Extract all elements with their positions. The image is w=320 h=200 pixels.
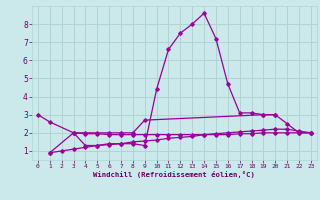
X-axis label: Windchill (Refroidissement éolien,°C): Windchill (Refroidissement éolien,°C) (93, 171, 255, 178)
